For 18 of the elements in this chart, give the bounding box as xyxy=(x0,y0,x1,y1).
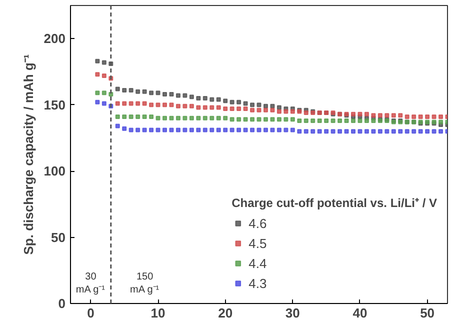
y-axis-title: Sp. discharge capacity / mAh g⁻¹ xyxy=(20,54,36,255)
legend-label: 4.4 xyxy=(248,256,268,270)
legend-label: 4.5 xyxy=(248,236,268,250)
y-tick-label: 200 xyxy=(44,31,66,46)
legend-label: 4.3 xyxy=(248,276,268,290)
y-tick-label: 50 xyxy=(51,230,66,245)
legend-title: Charge cut-off potential vs. Li/Li⁺ / V xyxy=(232,195,437,211)
y-tick-label: 150 xyxy=(44,97,66,112)
x-tick-label: 0 xyxy=(87,306,94,320)
x-tick-label: 50 xyxy=(420,306,435,320)
legend-label: 4.6 xyxy=(248,216,268,230)
x-tick-label: 20 xyxy=(218,306,233,320)
x-tick-label: 40 xyxy=(352,306,368,320)
x-tick-label: 30 xyxy=(285,306,300,320)
annotation: 30 mA g⁻¹ xyxy=(76,271,106,296)
x-tick-label: 10 xyxy=(150,306,166,320)
y-tick-label: 100 xyxy=(44,164,66,179)
annotation: 150 mA g⁻¹ xyxy=(130,271,160,296)
